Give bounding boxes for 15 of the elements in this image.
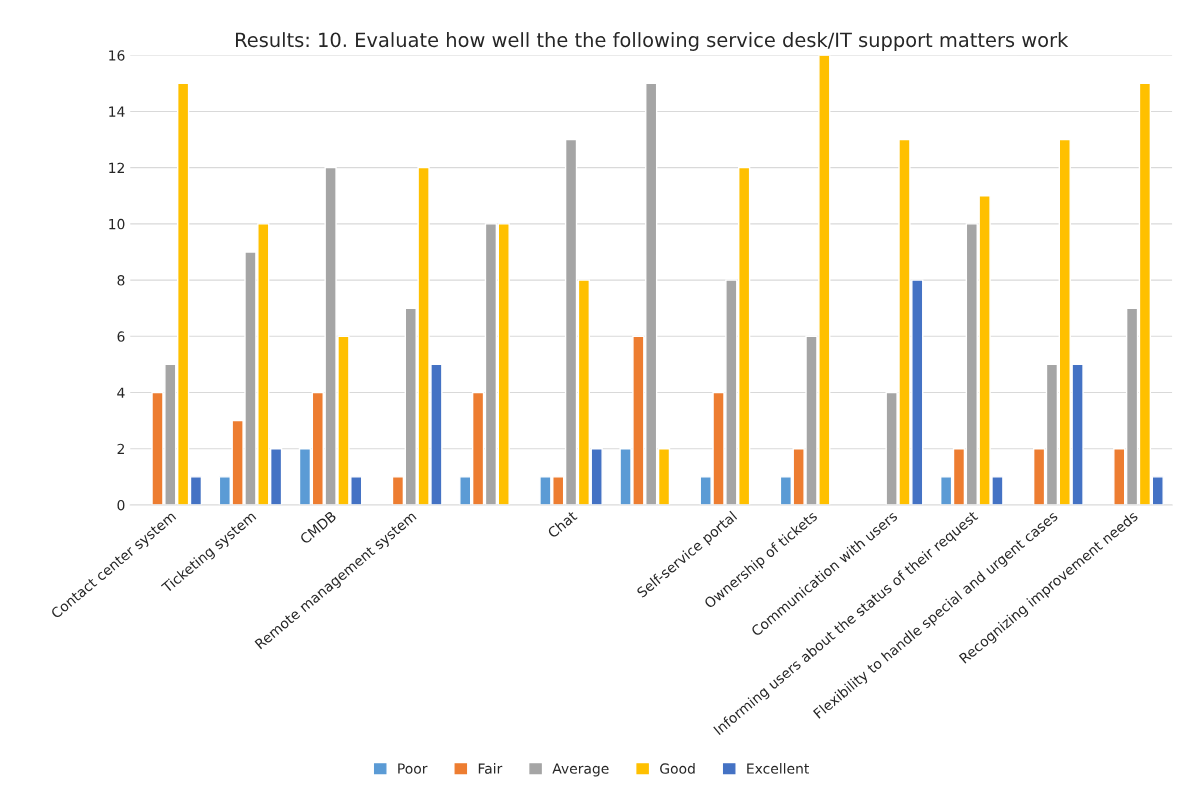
y-tick-label: 0 xyxy=(117,499,125,511)
y-tick-label: 16 xyxy=(109,50,125,61)
legend-label: Fair xyxy=(478,763,503,774)
legend-label: Good xyxy=(660,763,695,774)
chart-title: Results: 10. Evaluate how well the the following service desk/IT support matters work xyxy=(236,32,1069,51)
y-tick-label: 6 xyxy=(117,331,125,342)
legend-label: Average xyxy=(552,763,609,777)
legend-label: Poor xyxy=(398,763,428,774)
legend-label: Excellent xyxy=(747,763,809,774)
y-tick-label: 14 xyxy=(109,106,125,117)
y-tick-label: 12 xyxy=(109,162,124,173)
y-tick-label: 2 xyxy=(117,443,124,455)
y-tick-label: 10 xyxy=(109,218,125,230)
y-tick-label: 8 xyxy=(117,275,125,286)
y-tick-label: 4 xyxy=(117,387,125,398)
